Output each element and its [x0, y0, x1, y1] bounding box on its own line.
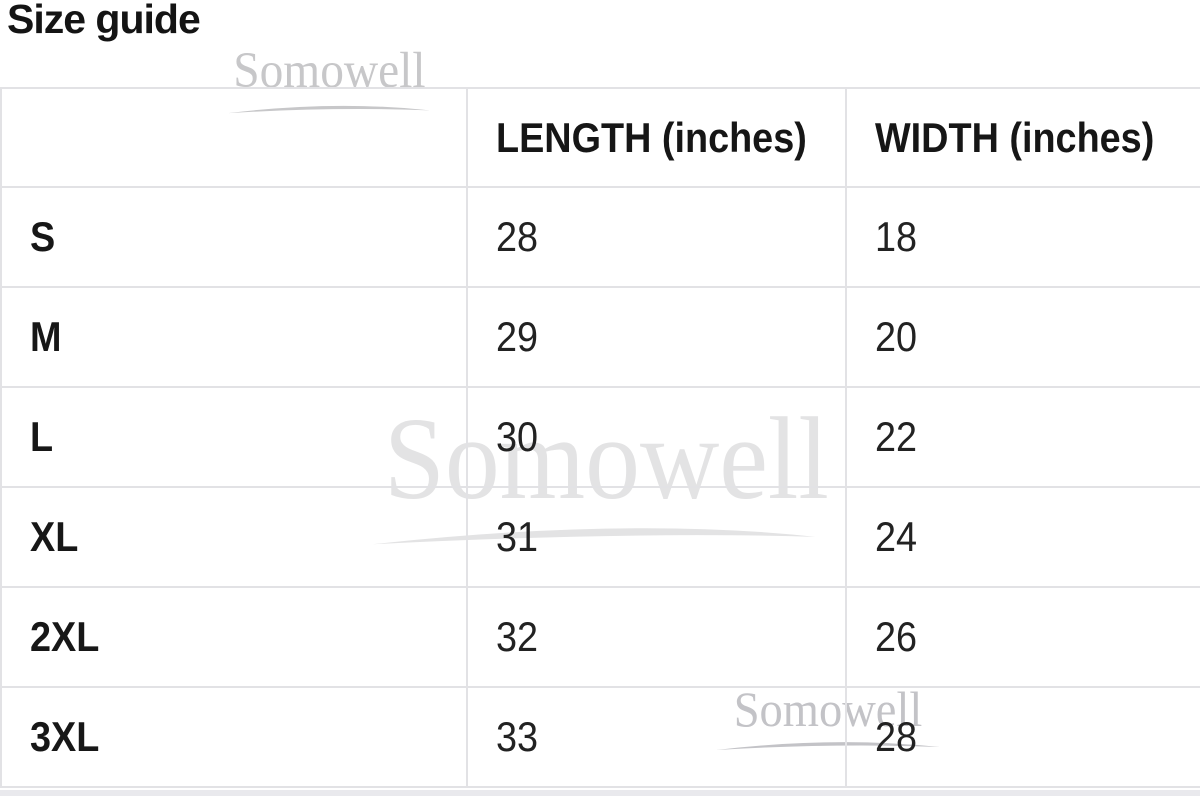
page-title: Size guide [7, 0, 201, 42]
size-cell: S [0, 186, 468, 288]
size-cell: 3XL [0, 686, 468, 788]
header-cell-width: WIDTH (inches) [845, 87, 1200, 188]
header-row: LENGTH (inches) WIDTH (inches) [0, 87, 1200, 188]
width-cell: 18 [845, 186, 1200, 288]
table-row: 2XL 32 26 [0, 586, 1200, 688]
width-cell: 24 [845, 486, 1200, 588]
width-cell: 22 [845, 386, 1200, 488]
length-cell: 30 [466, 386, 847, 488]
size-guide-table: LENGTH (inches) WIDTH (inches) S 28 18 M… [0, 87, 1200, 788]
size-guide-table-container: LENGTH (inches) WIDTH (inches) S 28 18 M… [0, 87, 1200, 788]
width-cell: 28 [845, 686, 1200, 788]
size-cell: XL [0, 486, 468, 588]
length-cell: 32 [466, 586, 847, 688]
table-row: 3XL 33 28 [0, 686, 1200, 788]
length-cell: 29 [466, 286, 847, 388]
table-row: L 30 22 [0, 386, 1200, 488]
table-row: S 28 18 [0, 186, 1200, 288]
header-cell-length: LENGTH (inches) [466, 87, 847, 188]
width-cell: 20 [845, 286, 1200, 388]
header-cell-size [0, 87, 468, 188]
table-row: M 29 20 [0, 286, 1200, 388]
width-cell: 26 [845, 586, 1200, 688]
size-cell: M [0, 286, 468, 388]
size-cell: L [0, 386, 468, 488]
length-cell: 31 [466, 486, 847, 588]
length-cell: 28 [466, 186, 847, 288]
table-row: XL 31 24 [0, 486, 1200, 588]
size-cell: 2XL [0, 586, 468, 688]
length-cell: 33 [466, 686, 847, 788]
bottom-edge-strip [0, 790, 1200, 796]
